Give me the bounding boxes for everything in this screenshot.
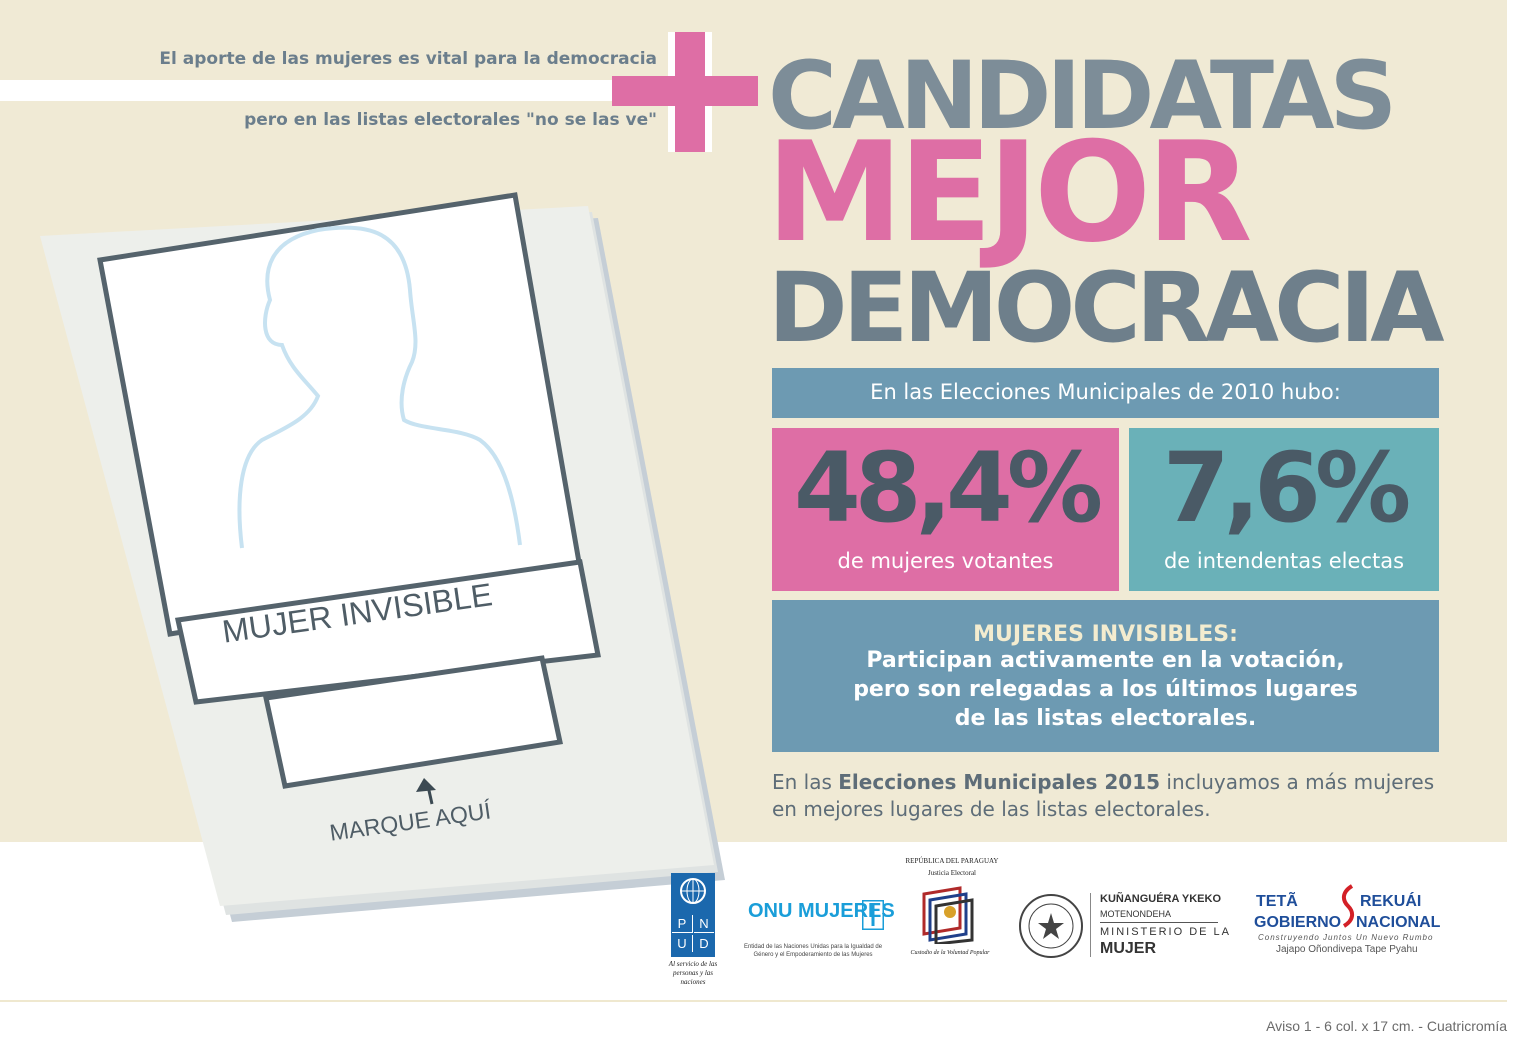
ministerio-guarani-2: MOTENONDEHA xyxy=(1100,909,1172,919)
cta-bold: Elecciones Municipales 2015 xyxy=(838,770,1161,794)
gobierno-slogan-guarani: Jajapo Oñondivepa Tape Pyahu xyxy=(1276,944,1418,955)
headline-mejor: MEJOR xyxy=(766,112,1253,273)
pnud-logo: P N U D xyxy=(671,873,715,957)
footer-note: Aviso 1 - 6 col. x 17 cm. - Cuatricromía xyxy=(1266,1018,1507,1034)
invisibles-line-2: pero son relegadas a los últimos lugares xyxy=(853,677,1358,702)
plus-sign-horizontal xyxy=(612,76,758,106)
justicia-electoral-country: REPÚBLICA DEL PARAGUAY xyxy=(905,857,999,865)
onu-mujeres-title: ONU MUJERES xyxy=(748,900,895,922)
pnud-letter-d: D xyxy=(694,935,714,952)
ministerio-line-3: MINISTERIO DE LA xyxy=(1100,926,1232,938)
stats-heading-panel xyxy=(772,368,1439,418)
ballot-card xyxy=(97,192,601,805)
call-to-action-line-2: en mejores lugares de las listas elector… xyxy=(772,797,1211,821)
invisibles-heading: MUJERES INVISIBLES: xyxy=(973,622,1238,647)
justicia-electoral-emblem-icon xyxy=(922,886,974,944)
intro-line-2: pero en las listas electorales "no se la… xyxy=(244,110,657,130)
invisibles-line-1: Participan activamente en la votación, xyxy=(866,648,1345,673)
stats-heading: En las Elecciones Municipales de 2010 hu… xyxy=(870,380,1341,404)
gobierno-word-1: TETÃ xyxy=(1256,893,1298,910)
mark-box xyxy=(262,655,563,789)
intro-line-1: El aporte de las mujeres es vital para l… xyxy=(159,49,657,69)
white-band xyxy=(0,80,668,101)
stat-mayors-panel xyxy=(1129,428,1439,591)
ballot-illustration xyxy=(40,192,725,922)
cta-post: incluyamos a más mujeres xyxy=(1160,770,1435,794)
stat-mayors-value: 7,6% xyxy=(1162,432,1411,544)
gobierno-ribbon-icon xyxy=(1341,884,1355,928)
pnud-letter-n: N xyxy=(694,915,714,933)
ministerio-line-4: MUJER xyxy=(1100,940,1157,957)
gobierno-slogan: Construyendo Juntos Un Nuevo Rumbo xyxy=(1258,933,1434,942)
justicia-electoral-tagline: Custodio de la Voluntad Popular xyxy=(910,950,990,956)
un-emblem-icon xyxy=(680,878,706,904)
headline-democracia: DEMOCRACIA xyxy=(768,252,1445,364)
gobierno-word-4: NACIONAL xyxy=(1356,914,1441,931)
onu-mujeres-emblem-icon xyxy=(862,900,884,930)
justicia-electoral-name: Justicia Electoral xyxy=(927,869,976,877)
gobierno-word-3: GOBIERNO xyxy=(1254,914,1342,931)
pnud-letter-u: U xyxy=(672,935,693,952)
ministerio-divider xyxy=(1090,893,1091,957)
invisibles-line-3: de las listas electorales. xyxy=(954,706,1257,731)
call-to-action-line-1: En las Elecciones Municipales 2015 inclu… xyxy=(772,770,1434,794)
stat-mayors-caption: de intendentas electas xyxy=(1163,549,1405,573)
paraguay-seal-icon xyxy=(1019,894,1083,958)
pnud-tagline: Al servicio de las personas y las nacion… xyxy=(668,960,718,986)
footer-rule xyxy=(0,1000,1507,1002)
ministerio-guarani-1: KUÑANGUÉRA YKEKO xyxy=(1100,893,1222,905)
onu-mujeres-subtitle: Entidad de las Naciones Unidas para la I… xyxy=(743,944,883,958)
stat-voters-panel xyxy=(772,428,1119,591)
invisibles-panel xyxy=(772,600,1439,752)
right-margin xyxy=(1507,0,1527,1046)
arrow-up-icon xyxy=(416,778,436,805)
ministerio-rule xyxy=(1100,922,1218,923)
cta-pre: En las xyxy=(772,770,839,794)
headline-candidatas: CANDIDATAS xyxy=(768,42,1397,151)
silhouette-icon xyxy=(237,225,522,549)
stat-voters-caption: de mujeres votantes xyxy=(837,549,1054,573)
stat-voters-value: 48,4% xyxy=(793,432,1103,544)
gobierno-word-2: REKUÁI xyxy=(1360,893,1422,910)
pnud-letter-p: P xyxy=(672,915,693,933)
